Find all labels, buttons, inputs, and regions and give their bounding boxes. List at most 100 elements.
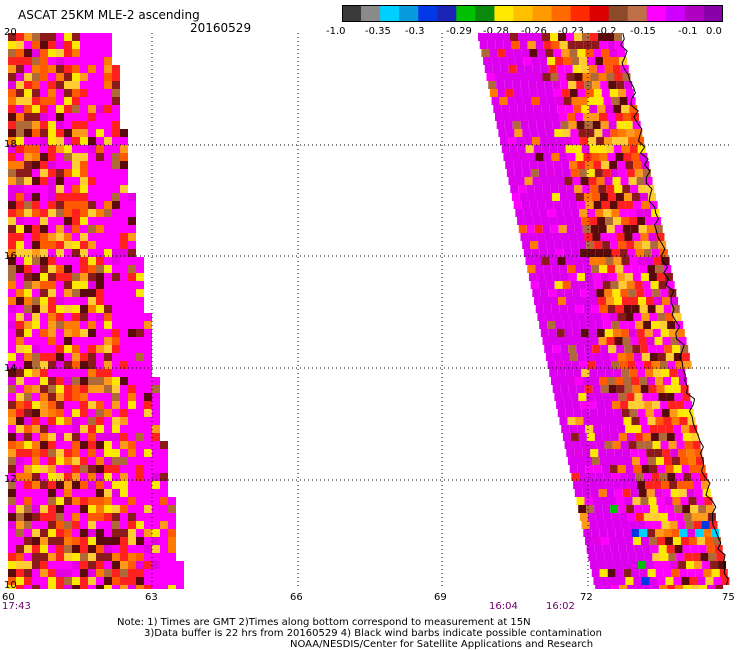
wind-cell xyxy=(40,297,48,305)
wind-cell xyxy=(595,209,604,217)
wind-cell xyxy=(535,265,544,273)
wind-cell xyxy=(96,489,104,497)
wind-cell xyxy=(152,513,160,521)
wind-cell xyxy=(620,137,629,145)
wind-cell xyxy=(104,49,112,57)
wind-cell xyxy=(511,153,520,161)
wind-cell xyxy=(64,449,72,457)
wind-cell xyxy=(64,465,72,473)
wind-cell xyxy=(80,201,88,209)
wind-cell xyxy=(24,441,32,449)
wind-cell xyxy=(541,105,550,113)
wind-cell xyxy=(523,209,532,217)
wind-cell xyxy=(120,513,128,521)
wind-cell xyxy=(697,465,706,473)
wind-cell xyxy=(708,553,717,561)
wind-cell xyxy=(547,249,556,257)
wind-cell xyxy=(599,377,608,385)
wind-cell xyxy=(64,417,72,425)
wind-cell xyxy=(611,57,620,65)
wind-cell xyxy=(634,169,643,177)
wind-cell xyxy=(56,193,64,201)
wind-cell xyxy=(64,289,72,297)
wind-cell xyxy=(8,297,16,305)
wind-cell xyxy=(596,401,605,409)
wind-cell xyxy=(104,473,112,481)
wind-cell xyxy=(128,441,136,449)
wind-cell xyxy=(8,265,16,273)
wind-cell xyxy=(104,185,112,193)
wind-cell xyxy=(32,305,40,313)
wind-cell xyxy=(24,345,32,353)
wind-cell xyxy=(576,81,585,89)
wind-cell xyxy=(72,153,80,161)
wind-cell xyxy=(617,201,626,209)
wind-cell xyxy=(575,377,584,385)
wind-cell xyxy=(120,481,128,489)
wind-cell xyxy=(24,409,32,417)
wind-cell xyxy=(571,473,580,481)
wind-cell xyxy=(590,449,599,457)
wind-cell xyxy=(587,361,596,369)
wind-cell xyxy=(64,185,72,193)
wind-cell xyxy=(56,49,64,57)
wind-cell xyxy=(624,233,633,241)
wind-cell xyxy=(549,369,558,377)
wind-cell xyxy=(72,137,80,145)
wind-cell xyxy=(657,313,666,321)
wind-cell xyxy=(555,249,564,257)
wind-cell xyxy=(507,57,516,65)
wind-cell xyxy=(24,241,32,249)
wind-cell xyxy=(88,561,96,569)
wind-cell xyxy=(572,329,581,337)
wind-cell xyxy=(605,105,614,113)
wind-cell xyxy=(516,177,525,185)
wind-cell xyxy=(128,369,136,377)
wind-cell xyxy=(489,89,498,97)
wind-cell xyxy=(599,153,608,161)
wind-cell xyxy=(665,353,674,361)
wind-cell xyxy=(656,537,665,545)
wind-cell xyxy=(558,225,567,233)
wind-cell xyxy=(629,481,638,489)
wind-cell xyxy=(32,145,40,153)
wind-cell xyxy=(655,305,664,313)
wind-cell xyxy=(88,313,96,321)
wind-cell xyxy=(8,369,16,377)
wind-cell xyxy=(610,129,619,137)
wind-cell xyxy=(72,497,80,505)
wind-cell xyxy=(603,209,612,217)
wind-cell xyxy=(40,577,48,585)
wind-cell xyxy=(593,49,602,57)
wind-cell xyxy=(32,241,40,249)
wind-cell xyxy=(32,49,40,57)
wind-cell xyxy=(136,569,144,577)
wind-cell xyxy=(128,193,136,201)
wind-cell xyxy=(112,473,120,481)
wind-cell xyxy=(32,353,40,361)
wind-cell xyxy=(601,313,610,321)
wind-cell xyxy=(96,545,104,553)
wind-cell xyxy=(40,561,48,569)
wind-cell xyxy=(160,569,168,577)
wind-cell xyxy=(80,417,88,425)
wind-cell xyxy=(96,281,104,289)
wind-cell xyxy=(72,321,80,329)
wind-cell xyxy=(64,545,72,553)
wind-cell xyxy=(632,537,641,545)
wind-cell xyxy=(649,353,658,361)
wind-cell xyxy=(496,81,505,89)
wind-cell xyxy=(72,73,80,81)
wind-cell xyxy=(541,145,550,153)
wind-cell xyxy=(16,537,24,545)
wind-cell xyxy=(144,561,152,569)
wind-cell xyxy=(48,537,56,545)
wind-cell xyxy=(553,161,562,169)
wind-cell xyxy=(160,489,168,497)
wind-cell xyxy=(96,225,104,233)
wind-cell xyxy=(655,569,664,577)
wind-cell xyxy=(532,65,541,73)
wind-cell xyxy=(566,337,575,345)
wind-cell xyxy=(88,505,96,513)
wind-cell xyxy=(659,585,668,589)
